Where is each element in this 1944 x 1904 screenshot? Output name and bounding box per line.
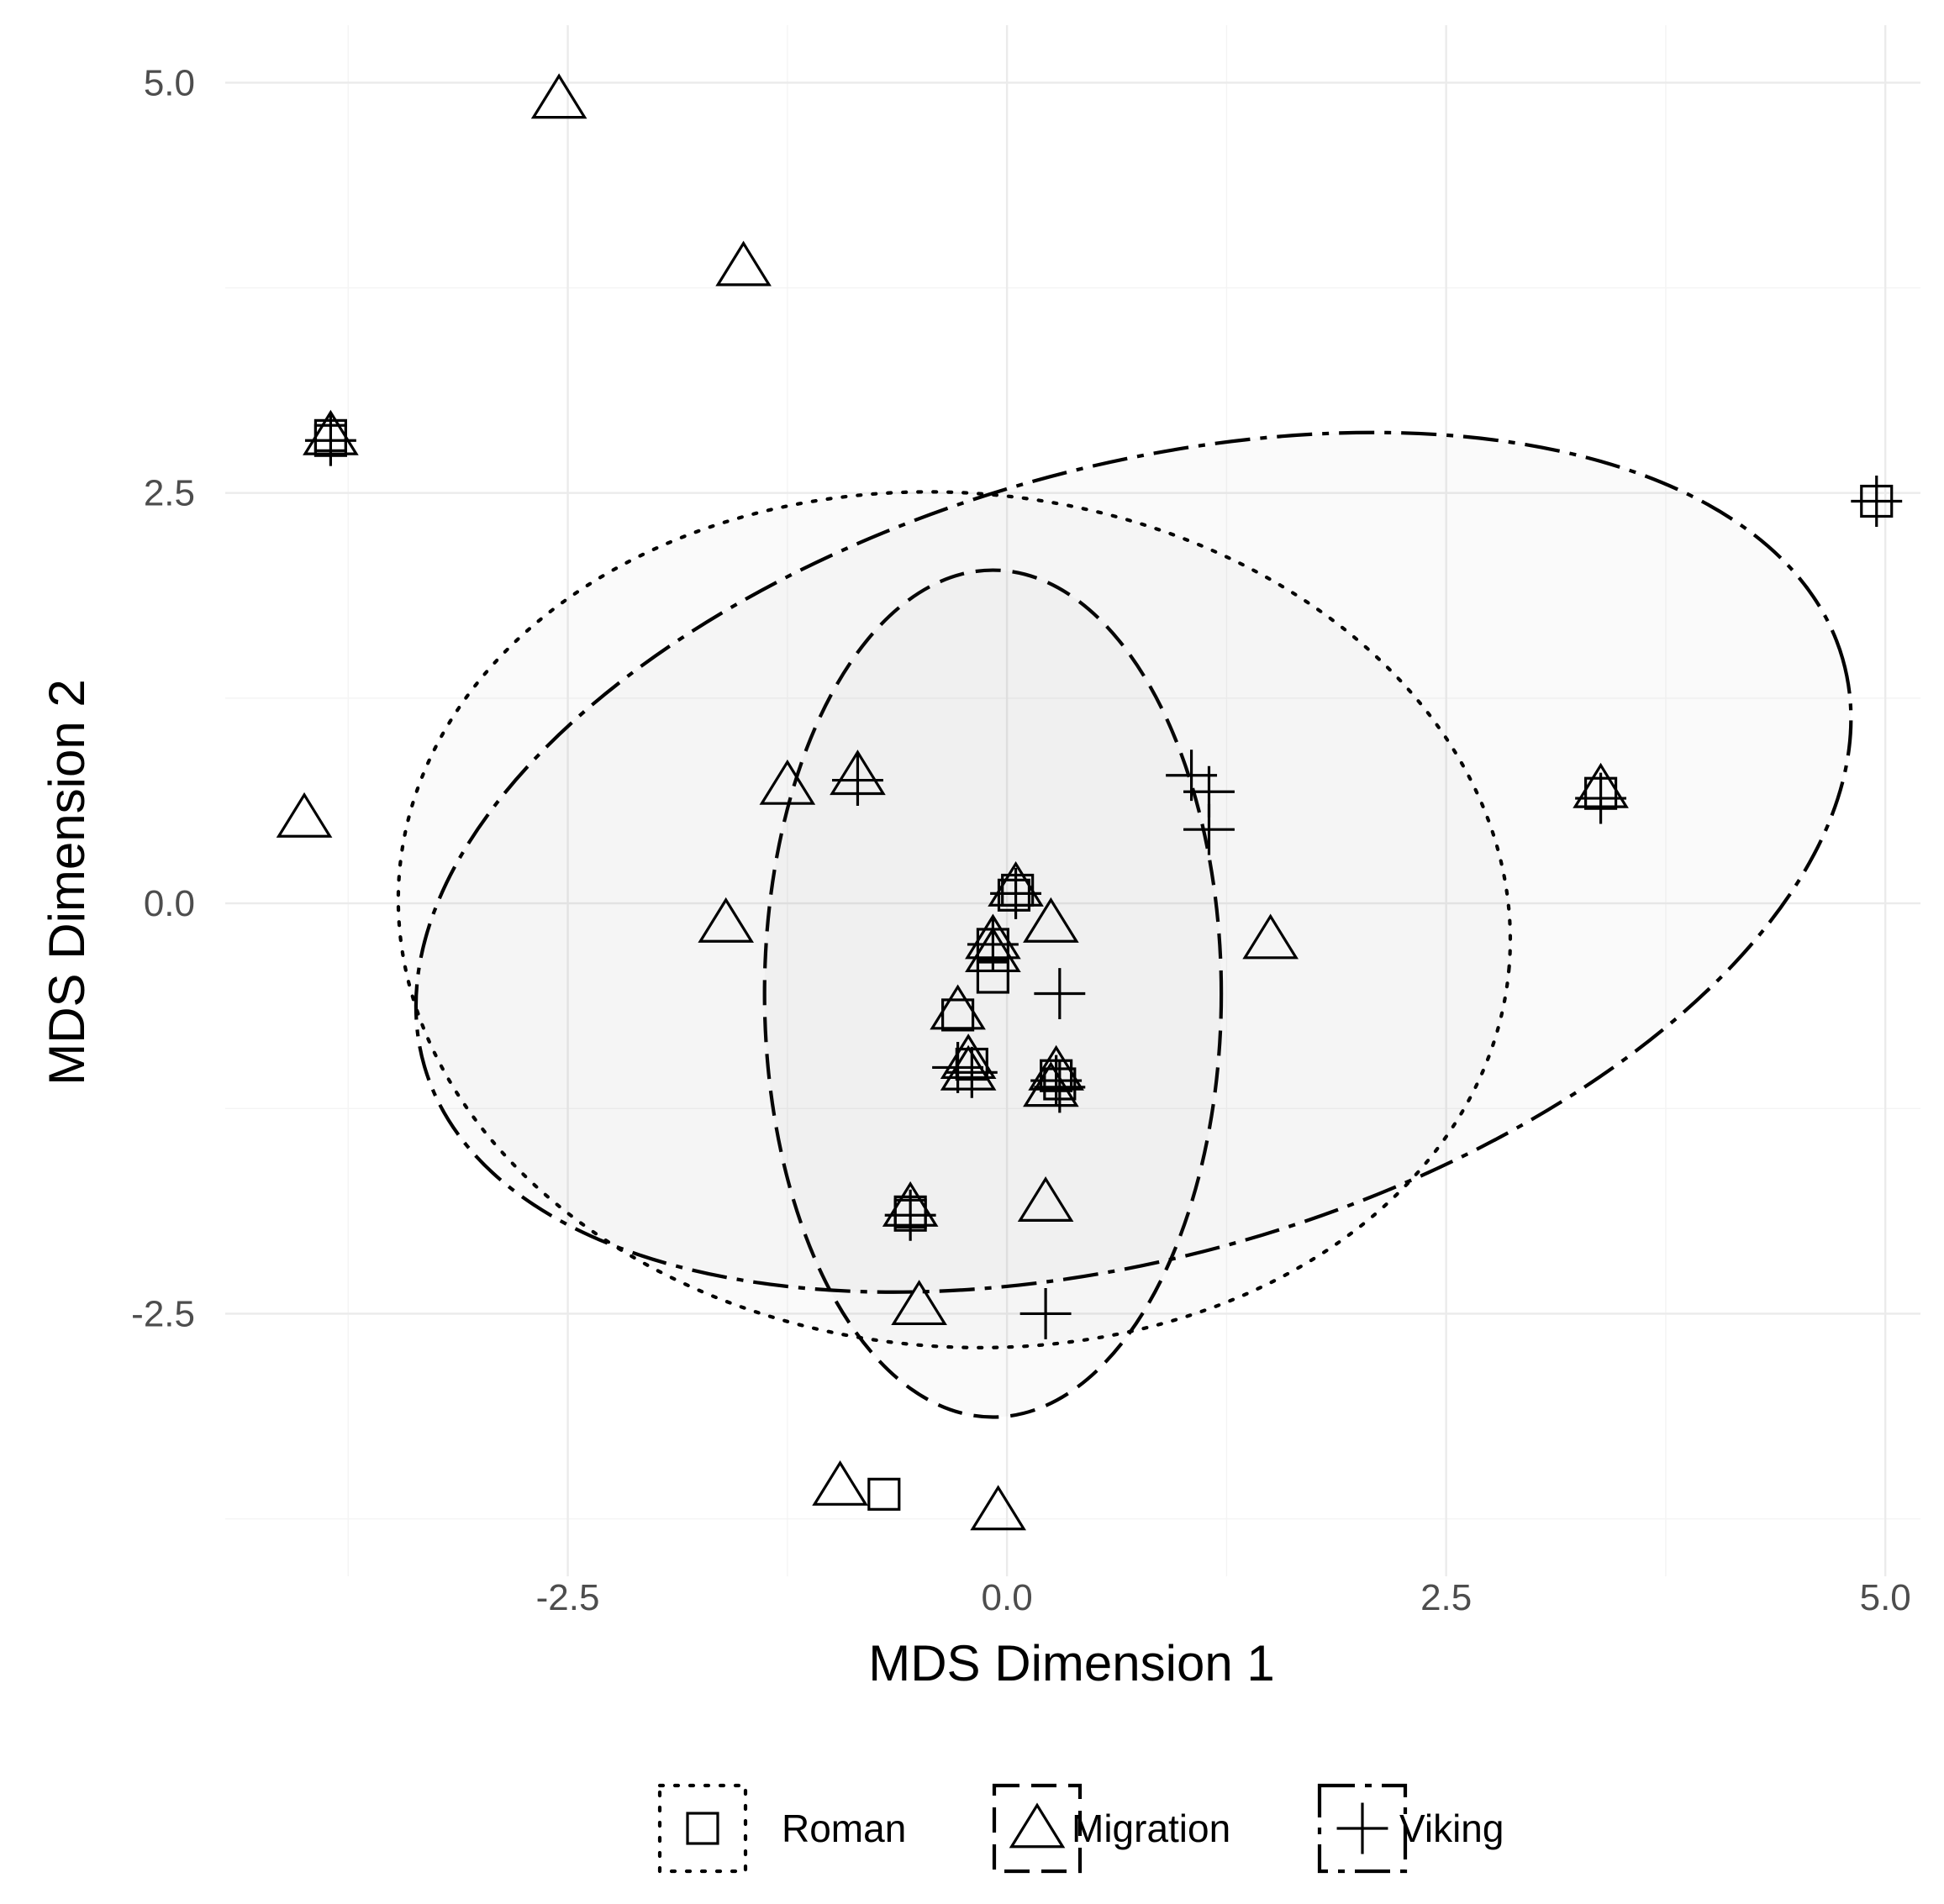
x-tick-label: 5.0 [1860,1577,1911,1618]
confidence-ellipses [396,430,1853,1419]
legend-marker-viking [1336,1802,1388,1854]
legend-label-migration: Migration [1072,1807,1230,1850]
viking-point [1030,1055,1083,1107]
x-axis-title: MDS Dimension 1 [868,1635,1275,1691]
roman-point [941,998,975,1032]
migration-point [970,1485,1026,1531]
migration-point [1017,1176,1074,1222]
x-tick-label: 2.5 [1420,1577,1472,1618]
viking-ellipse-path [414,430,1853,1294]
migration-point [891,1280,947,1326]
x-tick-label: 0.0 [982,1577,1033,1618]
y-tick-label: -2.5 [131,1293,195,1334]
viking-point [1034,968,1086,1019]
viking-point [946,1046,998,1098]
legend-item-migration: Migration [992,1783,1230,1874]
y-tick-label: 2.5 [144,473,195,514]
legend: Roman Migration Viking [657,1783,1504,1874]
roman-ellipse [396,490,1513,1349]
viking-point [1851,476,1903,527]
roman-point [867,1477,901,1511]
legend-item-roman: Roman [657,1783,906,1874]
viking-ellipse [414,430,1853,1294]
viking-point [832,755,883,807]
viking-point [1019,1288,1072,1339]
roman-point [997,878,1031,912]
migration-point [940,1034,997,1080]
legend-marker-roman [686,1812,719,1845]
viking-point [1183,803,1235,855]
migration-point [812,1460,868,1506]
viking-point [304,414,356,466]
data-points [276,73,1903,1531]
migration-point [759,759,816,805]
migration-point [530,73,587,119]
migration-point [965,927,1021,973]
migration-point [1023,897,1079,943]
migration-point [715,240,772,287]
y-tick-label: 5.0 [144,62,195,103]
viking-point [1034,1061,1086,1113]
roman-ellipse-path [396,490,1513,1349]
legend-key-roman [657,1783,748,1874]
x-tick-label: -2.5 [536,1577,600,1618]
viking-point [1575,772,1627,824]
migration-point [930,984,986,1030]
y-axis-ticks: -2.5 0.0 2.5 5.0 [131,62,195,1334]
y-axis-title: MDS Dimension 2 [39,679,95,1086]
legend-marker-migration [1009,1802,1066,1849]
grid-lines [225,25,1920,1576]
migration-point [276,792,333,838]
migration-point [1023,1061,1079,1107]
viking-point [932,1041,984,1093]
legend-item-viking: Viking [1317,1783,1504,1874]
viking-point [990,867,1042,919]
migration-point [698,897,755,943]
y-tick-label: 0.0 [144,883,195,924]
x-axis-ticks: -2.5 0.0 2.5 5.0 [536,1577,1911,1618]
legend-label-viking: Viking [1399,1807,1504,1850]
viking-point [884,1189,936,1241]
legend-key-migration [992,1783,1083,1874]
legend-label-roman: Roman [782,1807,906,1850]
migration-point [1242,913,1299,960]
viking-point [967,918,1019,970]
